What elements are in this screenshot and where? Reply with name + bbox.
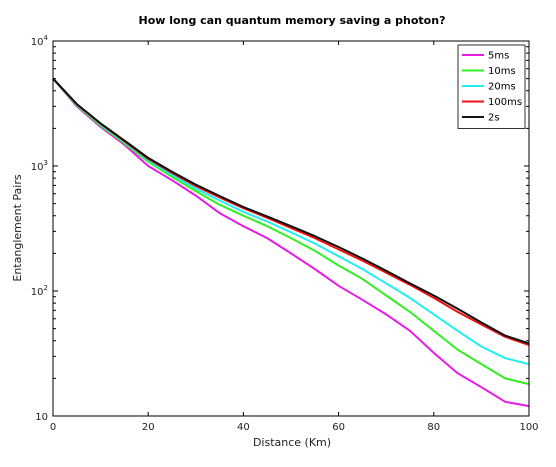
y-tick-label: 10: [35, 412, 48, 423]
x-tick-label: 20: [142, 422, 155, 433]
series-line-2s: [52, 77, 530, 345]
x-tick-label: 80: [427, 422, 440, 433]
legend-label-2s: 2s: [488, 113, 500, 124]
y-tick-label: 103: [31, 159, 48, 173]
series-line-10ms: [52, 77, 530, 386]
x-tick-label: 0: [50, 422, 56, 433]
y-tick-label: 104: [31, 34, 49, 48]
y-tick-label: 102: [31, 284, 48, 298]
legend-label-100ms: 100ms: [488, 97, 522, 108]
legend: 5ms 10ms 20ms 100ms 2s: [457, 44, 526, 129]
tick-layer: 0 20 40 60 80 100 10 102 103 104: [31, 34, 539, 433]
series-line-5ms: [52, 77, 530, 408]
legend-label-10ms: 10ms: [488, 66, 516, 77]
x-tick-label: 40: [237, 422, 250, 433]
x-tick-label: 100: [519, 422, 538, 433]
x-tick-label: 60: [332, 422, 345, 433]
plot-frame: [52, 40, 530, 417]
chart-title: How long can quantum memory saving a pho…: [139, 14, 446, 27]
legend-label-20ms: 20ms: [488, 82, 516, 93]
legend-label-5ms: 5ms: [488, 51, 509, 62]
y-axis-label: Entanglement Pairs: [11, 174, 24, 281]
x-axis-label: Distance (Km): [253, 436, 331, 449]
series-layer: [52, 77, 530, 408]
